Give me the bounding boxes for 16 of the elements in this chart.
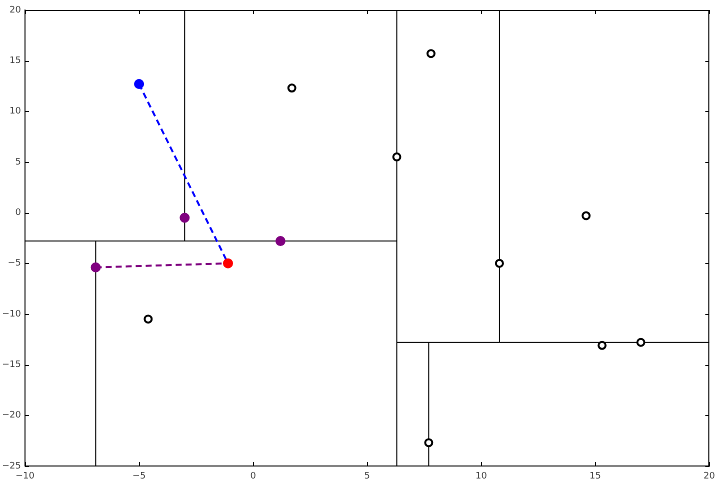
y-tick-label: 20 <box>10 5 22 16</box>
x-tick-label: 15 <box>590 472 601 482</box>
x-tick-label: 5 <box>364 472 370 482</box>
y-tick-label: 5 <box>15 157 21 168</box>
x-tick-label: 20 <box>704 472 716 482</box>
x-tick-label: 0 <box>250 472 256 482</box>
y-tick-label: 15 <box>10 56 21 66</box>
y-tick-label: −5 <box>8 258 21 269</box>
y-tick-label: −25 <box>2 461 21 472</box>
y-tick-label: −10 <box>2 309 22 320</box>
y-tick-label: 0 <box>15 208 22 218</box>
y-tick-label: −15 <box>2 360 21 370</box>
x-tick-label: 10 <box>475 472 488 482</box>
y-tick-label: 10 <box>10 106 22 117</box>
y-tick-label: −20 <box>2 410 22 421</box>
x-tick-label: −5 <box>132 472 146 482</box>
